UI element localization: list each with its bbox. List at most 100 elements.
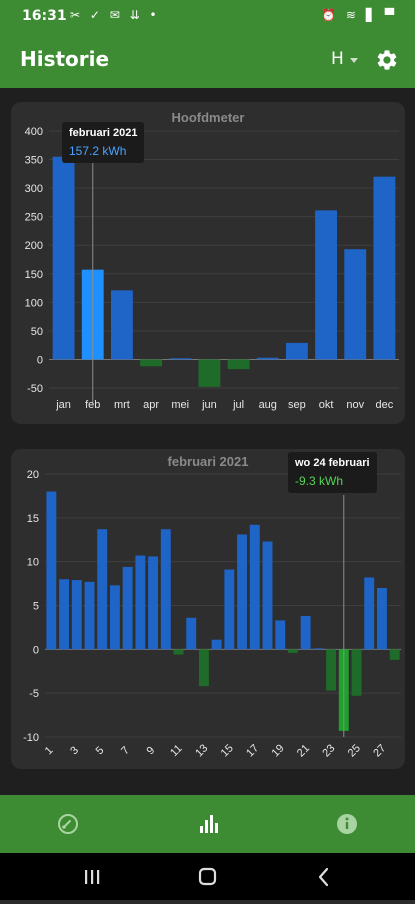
bar[interactable] [52, 156, 75, 360]
x-tick-label: sep [288, 399, 306, 411]
bar[interactable] [249, 524, 260, 650]
bar[interactable] [160, 529, 171, 650]
app-bar: Historie H [0, 32, 415, 88]
bar[interactable] [84, 581, 95, 650]
x-tick-label: dec [376, 399, 394, 411]
bar[interactable] [198, 359, 221, 387]
monthly-chart-tooltip: februari 2021 157.2 kWh [62, 122, 145, 163]
y-tick-label: 250 [25, 212, 43, 224]
nav-dashboard-button[interactable] [48, 809, 88, 839]
bar[interactable] [389, 649, 400, 660]
y-tick-label: 350 [25, 155, 43, 167]
bar[interactable] [59, 579, 70, 650]
recent-apps-icon[interactable] [85, 870, 100, 884]
y-tick-label: 10 [27, 557, 39, 569]
info-icon [337, 814, 357, 834]
charts-area[interactable]: -50 0 50 100 150 200 250 300 350 400 Hoofdmeter jan… [0, 88, 415, 795]
y-tick-label: -50 [27, 383, 43, 395]
x-tick-label: 13 [193, 742, 210, 759]
x-tick-label: aug [259, 399, 277, 411]
bar[interactable] [97, 529, 108, 650]
x-tick-label: 25 [346, 742, 363, 759]
x-tick-label: 23 [320, 742, 337, 759]
bar[interactable] [169, 358, 192, 360]
x-tick-label: okt [319, 399, 334, 411]
x-tick-label: 9 [145, 744, 158, 757]
bar[interactable] [315, 210, 338, 360]
home-icon[interactable] [198, 867, 217, 886]
bar[interactable] [71, 580, 82, 650]
bar[interactable] [364, 577, 375, 650]
tooltip-title: februari 2021 [69, 127, 138, 139]
bar[interactable] [275, 620, 286, 650]
meter-mode-dropdown[interactable]: H [331, 49, 344, 69]
bar[interactable] [256, 357, 279, 360]
y-tick-label: 15 [27, 513, 39, 525]
bar[interactable] [109, 585, 120, 650]
y-tick-label: 300 [25, 183, 43, 195]
x-tick-label: mrt [114, 399, 130, 411]
y-tick-label: 0 [33, 644, 39, 656]
x-tick-label: 27 [371, 742, 388, 759]
bar[interactable] [122, 566, 133, 650]
bottom-navigation [0, 795, 415, 853]
tooltip-title: wo 24 februari [295, 457, 370, 469]
y-tick-label: 100 [25, 297, 43, 309]
bar[interactable] [227, 359, 250, 370]
y-tick-label: -10 [23, 732, 39, 744]
bar[interactable] [140, 359, 163, 367]
x-tick-label: jan [55, 399, 71, 411]
x-tick-label: 11 [168, 743, 185, 760]
bar[interactable] [262, 541, 273, 650]
chart-title: februari 2021 [168, 454, 249, 469]
nav-history-button[interactable] [188, 809, 228, 839]
x-tick-label: 7 [119, 744, 132, 757]
y-tick-label: 150 [25, 269, 43, 281]
bar[interactable] [326, 649, 337, 691]
bar[interactable] [224, 569, 235, 650]
x-tick-label: 21 [295, 742, 312, 759]
daily-chart-tooltip: wo 24 februari -9.3 kWh [288, 452, 377, 493]
bar[interactable] [135, 555, 146, 650]
bar[interactable] [313, 648, 324, 650]
page-title: Historie [20, 47, 110, 71]
x-tick-label: apr [143, 399, 159, 411]
bar[interactable] [351, 649, 362, 696]
bar[interactable] [46, 491, 57, 650]
x-tick-label: feb [85, 399, 100, 411]
x-tick-label: mei [171, 399, 189, 411]
bar[interactable] [344, 249, 367, 360]
system-navigation-bar [0, 853, 415, 900]
x-tick-label: 17 [244, 742, 261, 759]
bar[interactable] [376, 587, 387, 650]
x-tick-label: 15 [219, 742, 236, 759]
bar[interactable] [186, 617, 197, 650]
monthly-chart-card[interactable]: -50 0 50 100 150 200 250 300 350 400 Hoofdmeter jan… [11, 102, 405, 424]
daily-chart-card[interactable]: -10 -5 0 5 10 15 20 februari 2021 1 3 5 7 9 11 13 15 17 1… [11, 449, 405, 769]
bar[interactable] [148, 556, 159, 650]
bar[interactable] [110, 290, 133, 360]
bar[interactable] [211, 639, 222, 650]
bar[interactable] [285, 342, 308, 360]
bar[interactable] [198, 649, 209, 687]
x-tick-label: nov [346, 399, 364, 411]
y-tick-label: 0 [37, 354, 43, 366]
y-tick-label: 20 [27, 469, 39, 481]
tooltip-value: -9.3 kWh [295, 474, 344, 488]
settings-gear-icon[interactable] [375, 48, 399, 76]
nav-info-button[interactable] [327, 809, 367, 839]
y-tick-label: 50 [31, 326, 43, 338]
bar[interactable] [287, 649, 298, 653]
status-bar: 16:31 ✂ ✓ ✉ ⇊ • ⏰ ≋ ▋ ▀ [0, 0, 415, 32]
x-tick-label: jul [232, 399, 244, 411]
back-icon[interactable] [318, 867, 329, 887]
bar[interactable] [237, 534, 248, 650]
y-tick-label: -5 [29, 688, 39, 700]
y-tick-label: 200 [25, 240, 43, 252]
bar[interactable] [300, 616, 311, 650]
dropdown-caret-icon [350, 58, 358, 63]
x-tick-label: jun [201, 399, 217, 411]
bar[interactable] [173, 649, 184, 655]
bar[interactable] [373, 176, 396, 360]
